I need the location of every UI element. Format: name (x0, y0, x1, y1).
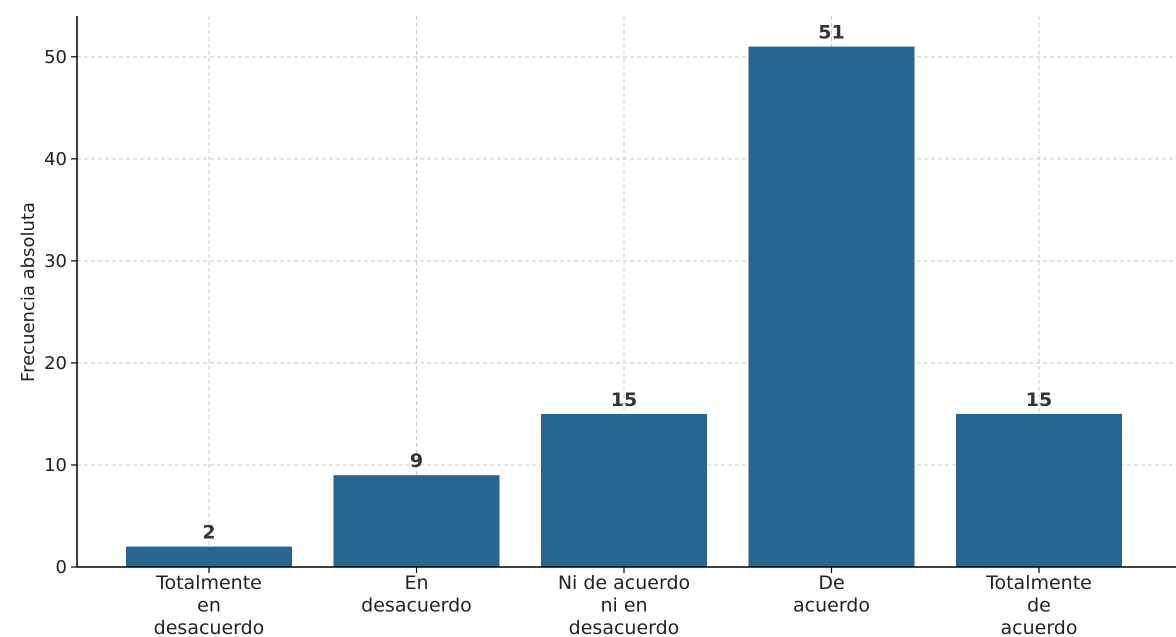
x-tick-label: desacuerdo (569, 617, 680, 637)
x-tick-label: Totalmente (985, 572, 1092, 594)
bar (956, 413, 1122, 567)
x-tick-label: acuerdo (793, 595, 870, 617)
x-tick-label: Ni de acuerdo (558, 572, 690, 594)
x-tick-label: ni en (600, 595, 647, 617)
data-label: 15 (1026, 389, 1052, 411)
bar (748, 46, 915, 568)
bar (541, 413, 707, 567)
y-tick-label: 50 (44, 47, 67, 68)
data-labels: 2 9 15 51 15 (202, 22, 1052, 544)
y-tick-labels: 0 10 20 30 40 50 (44, 47, 77, 578)
data-label: 2 (202, 522, 215, 544)
axes (76, 16, 1176, 568)
bar (126, 546, 292, 567)
data-label: 15 (611, 389, 637, 411)
x-tick-label: Totalmente (155, 572, 262, 594)
y-axis-title: Frecuencia absoluta (18, 202, 39, 382)
y-tick-label: 10 (44, 455, 67, 476)
y-tick-label: 40 (44, 149, 67, 170)
data-label: 9 (410, 450, 423, 472)
x-tick-label: en (197, 595, 221, 617)
x-tick-label: De (818, 572, 844, 594)
y-tick-label: 30 (44, 251, 67, 272)
y-tick-label: 0 (56, 557, 67, 578)
data-label: 51 (818, 22, 844, 44)
x-tick-label: acuerdo (1001, 617, 1078, 637)
y-tick-label: 20 (44, 353, 67, 374)
x-tick-label: En (404, 572, 428, 594)
x-tick-label: desacuerdo (361, 595, 472, 617)
x-tick-label: desacuerdo (154, 617, 265, 637)
bars (126, 46, 1122, 568)
x-tick-label: de (1027, 595, 1051, 617)
bar (333, 475, 500, 567)
